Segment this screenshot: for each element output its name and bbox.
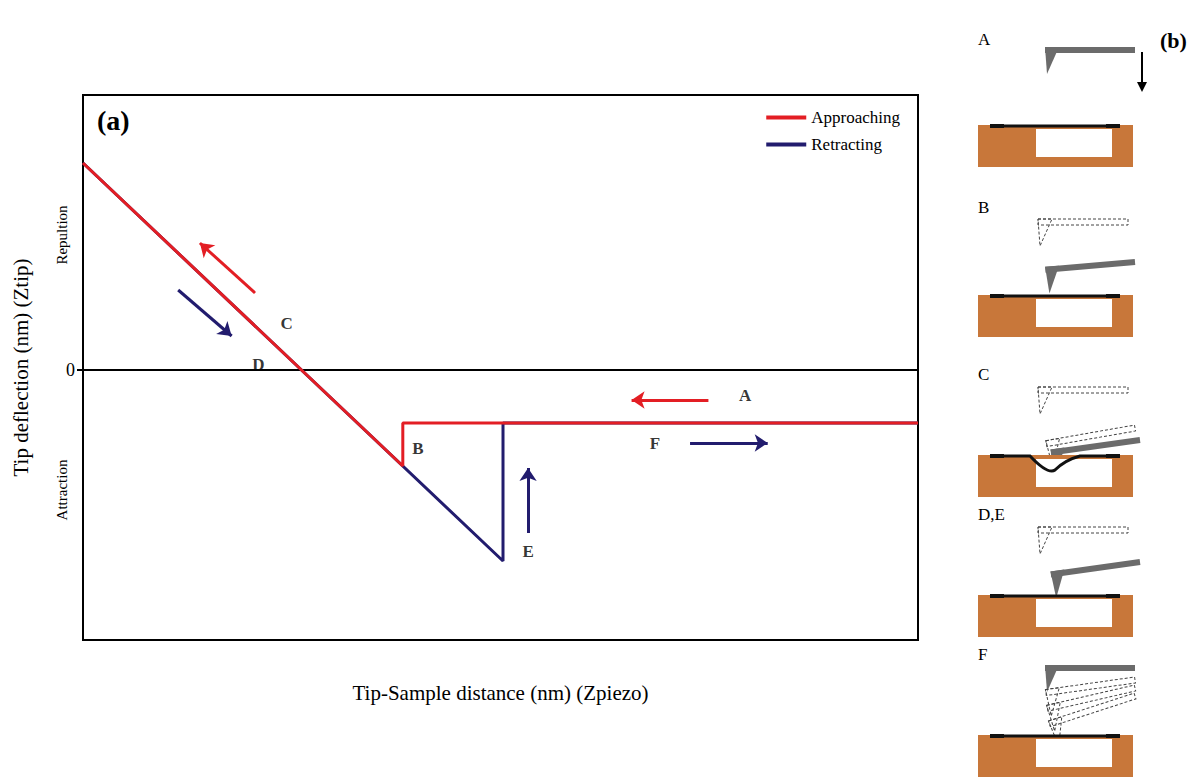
svg-text:C: C [281,314,293,333]
svg-text:F: F [650,434,660,453]
svg-text:C: C [978,365,989,384]
svg-text:0: 0 [66,360,75,380]
svg-text:D,E: D,E [978,505,1005,524]
svg-text:F: F [978,645,987,664]
svg-text:Repultion: Repultion [54,205,70,265]
svg-text:E: E [522,542,533,561]
svg-text:Tip deflection (nm) (Ztip): Tip deflection (nm) (Ztip) [9,259,33,477]
svg-text:D: D [252,355,264,374]
svg-text:A: A [978,30,991,49]
svg-text:(a): (a) [97,105,130,136]
svg-text:A: A [739,386,752,405]
svg-text:Retracting: Retracting [811,135,882,154]
svg-text:Approaching: Approaching [811,108,900,127]
svg-text:Tip-Sample distance (nm) (Zpie: Tip-Sample distance (nm) (Zpiezo) [352,681,648,705]
svg-text:Attraction: Attraction [54,459,70,520]
svg-text:(b): (b) [1160,28,1187,53]
svg-text:B: B [412,439,423,458]
svg-text:B: B [978,198,989,217]
